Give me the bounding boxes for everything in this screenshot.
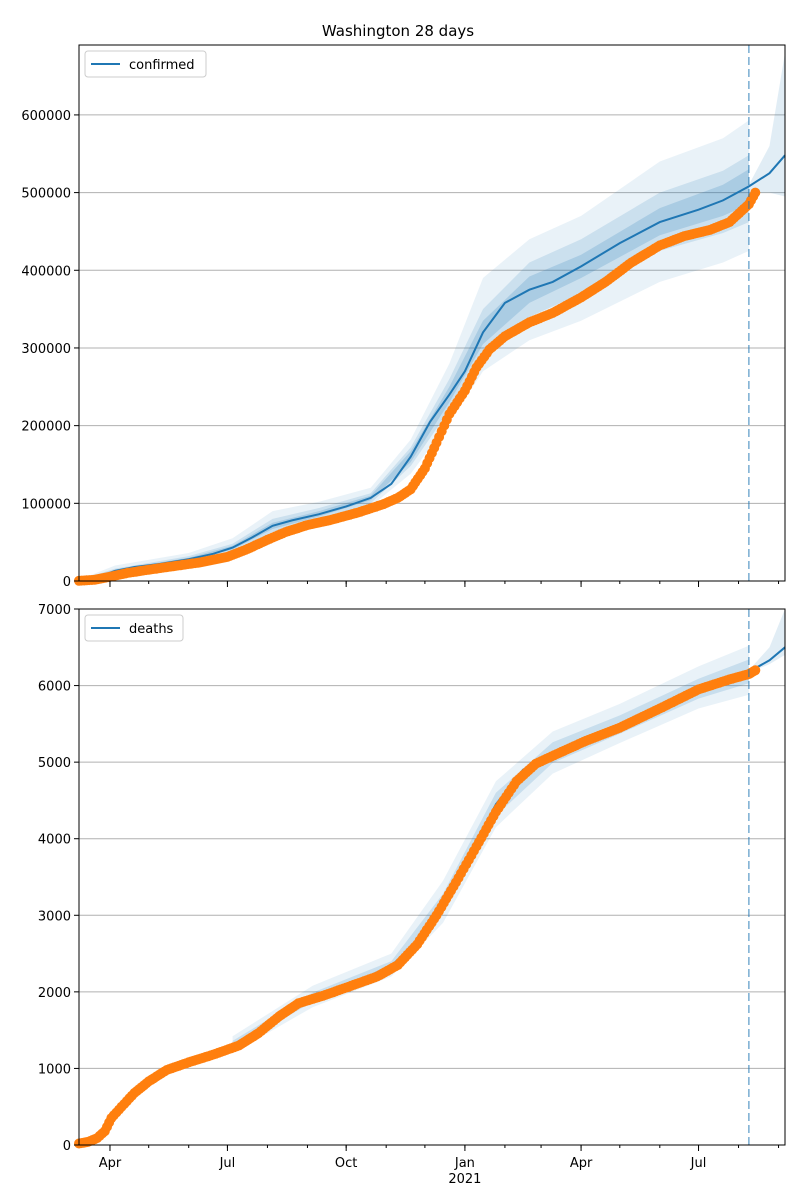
y-tick-label: 0 [63, 1139, 71, 1154]
observed-point [750, 665, 761, 676]
observed-point [750, 187, 761, 198]
y-tick-label: 500000 [21, 187, 71, 202]
top-legend-box [84, 50, 207, 78]
y-tick-label: 6000 [38, 680, 71, 695]
top-x-ticks [109, 581, 780, 587]
y-tick-label: 100000 [21, 497, 71, 512]
bottom-axes-frame [78, 608, 786, 1146]
confidence-band [748, 52, 785, 197]
confidence-band [79, 169, 749, 581]
top-gridlines [79, 114, 785, 582]
x-tick-label: 2021 [448, 1172, 481, 1187]
y-tick-label: 600000 [21, 109, 71, 124]
top-y-axis: 0 100000 200000 300000 400000 500000 600000 [21, 109, 79, 590]
x-tick-label: Jul [690, 1156, 707, 1171]
confidence-band [232, 659, 749, 1049]
x-tick-label: Jan [454, 1156, 475, 1171]
top-plot: 0 100000 200000 300000 400000 500000 600000 co… [21, 44, 786, 590]
top-axes-frame [78, 44, 786, 582]
bottom-legend: deaths [84, 614, 184, 642]
confidence-band [79, 155, 749, 581]
x-tick-label: Oct [335, 1156, 357, 1171]
x-tick-label: Apr [99, 1156, 122, 1171]
chart-title: Washington 28 days [322, 22, 474, 40]
bottom-legend-label: deaths [129, 622, 174, 637]
y-tick-label: 1000 [38, 1062, 71, 1077]
y-tick-label: 4000 [38, 833, 71, 848]
top-legend-label: confirmed [129, 58, 195, 73]
y-tick-label: 2000 [38, 986, 71, 1001]
x-tick-label: Jul [219, 1156, 236, 1171]
top-legend: confirmed [84, 50, 207, 78]
top-confidence-bands [79, 52, 785, 582]
y-tick-label: 0 [63, 575, 71, 590]
y-tick-label: 7000 [38, 603, 71, 618]
y-tick-label: 3000 [38, 909, 71, 924]
y-tick-label: 300000 [21, 342, 71, 357]
confidence-band [748, 609, 785, 673]
y-tick-label: 400000 [21, 264, 71, 279]
confidence-band [79, 120, 749, 582]
bottom-legend-box [84, 614, 184, 642]
bottom-y-axis: 0 1000 2000 3000 4000 5000 6000 7000 [38, 603, 79, 1154]
confirmed-observed-points [74, 187, 761, 586]
bottom-confidence-bands [232, 609, 785, 1054]
x-tick-label: Apr [570, 1156, 593, 1171]
y-tick-label: 200000 [21, 420, 71, 435]
y-tick-label: 5000 [38, 756, 71, 771]
deaths-observed-points [74, 665, 761, 1149]
bottom-plot: 0 1000 2000 3000 4000 5000 6000 7000 Apr Jul Oct J… [38, 603, 786, 1187]
deaths-model-line [78, 646, 786, 1145]
